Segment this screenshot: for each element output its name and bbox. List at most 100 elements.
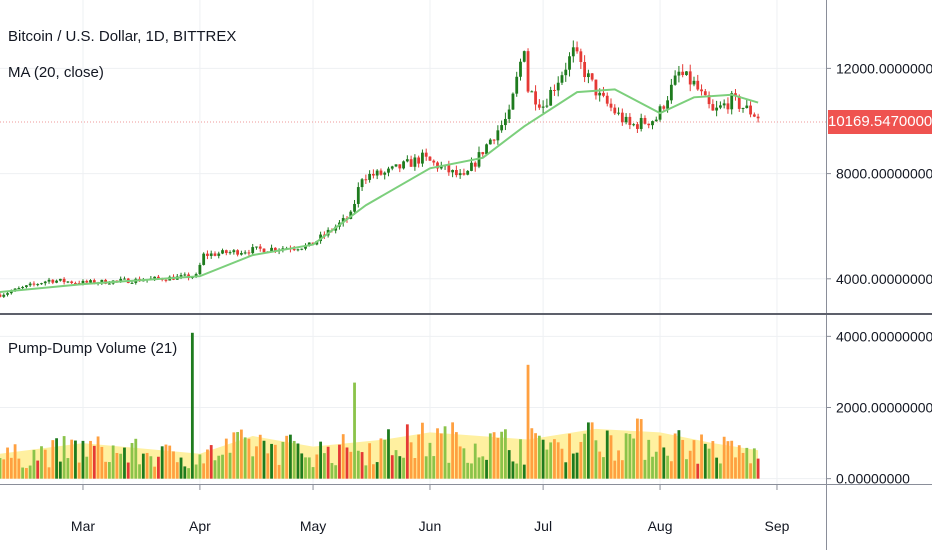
time-tick-label: Jul xyxy=(534,518,552,534)
candle-body xyxy=(153,276,157,279)
volume-bar xyxy=(466,462,470,479)
volume-bar xyxy=(590,422,594,479)
volume-bar xyxy=(632,438,636,479)
volume-bar xyxy=(25,467,28,479)
candle-body xyxy=(466,170,470,175)
volume-bars xyxy=(0,332,760,479)
volume-bar xyxy=(349,451,353,479)
candle-body xyxy=(651,121,654,126)
volume-bar xyxy=(734,457,737,479)
volume-bar xyxy=(224,438,228,479)
volume-bar xyxy=(696,463,700,479)
volume-bar xyxy=(115,452,119,479)
candle-body xyxy=(364,179,368,181)
candle-body xyxy=(553,89,556,91)
candle-body xyxy=(590,73,594,80)
ma-legend[interactable]: MA (20, close) xyxy=(8,64,104,81)
candle-body xyxy=(602,92,605,96)
candle-body xyxy=(492,139,496,141)
volume-bar xyxy=(658,435,662,479)
volume-bar xyxy=(160,446,164,479)
volume-bar xyxy=(492,432,496,479)
candle-body xyxy=(669,84,673,101)
candle-body xyxy=(700,89,703,92)
volume-bar xyxy=(628,433,632,479)
volume-bar xyxy=(651,456,654,479)
candle-body xyxy=(202,253,206,265)
volume-bar xyxy=(81,440,85,479)
candle-body xyxy=(58,278,62,281)
candle-body xyxy=(107,283,111,285)
volume-bar xyxy=(519,439,522,479)
candle-body xyxy=(405,159,409,162)
candle-body xyxy=(221,250,224,254)
volume-bar xyxy=(681,439,685,479)
volume-bar xyxy=(454,432,458,479)
volume-bar xyxy=(473,443,477,479)
candle-body xyxy=(119,278,123,281)
volume-bar xyxy=(617,450,620,479)
candle-body xyxy=(571,47,575,57)
volume-bar xyxy=(669,461,673,479)
candle-body xyxy=(752,114,756,117)
volume-bar xyxy=(383,439,387,479)
candle-body xyxy=(85,280,89,283)
candle-body xyxy=(51,279,55,283)
candle-body xyxy=(198,264,202,275)
candle-body xyxy=(270,247,273,252)
volume-bar xyxy=(183,466,187,479)
volume-bar xyxy=(745,447,749,479)
candle-body xyxy=(379,170,383,175)
volume-bar xyxy=(55,438,58,479)
volume-bar xyxy=(213,460,217,479)
volume-bar xyxy=(300,453,304,479)
volume-bar xyxy=(194,464,198,479)
candle-body xyxy=(74,282,77,284)
candles xyxy=(0,40,760,298)
volume-bar xyxy=(315,454,319,479)
volume-bar xyxy=(134,438,138,479)
volume-bar xyxy=(326,446,330,479)
volume-bar xyxy=(141,453,145,479)
volume-bar xyxy=(564,462,568,479)
pane-divider[interactable] xyxy=(0,313,932,315)
volume-bar xyxy=(417,434,421,479)
volume-bar xyxy=(330,463,334,479)
candle-body xyxy=(417,157,421,164)
volume-bar xyxy=(692,440,696,479)
volume-bar xyxy=(40,446,43,479)
grid-lines xyxy=(0,0,826,484)
volume-bar xyxy=(398,456,402,479)
candle-body xyxy=(6,293,9,295)
candle-body xyxy=(307,242,311,246)
volume-bar xyxy=(285,435,289,479)
volume-bar xyxy=(432,456,436,479)
candle-body xyxy=(243,252,247,254)
volume-bar xyxy=(153,466,157,479)
symbol-legend[interactable]: Bitcoin / U.S. Dollar, 1D, BITTREX xyxy=(8,28,237,45)
volume-bar xyxy=(390,455,394,479)
candle-body xyxy=(692,80,696,85)
candle-body xyxy=(511,93,515,110)
volume-bar xyxy=(209,445,213,479)
volume-bar xyxy=(405,424,409,479)
volume-bar xyxy=(636,418,639,479)
volume-bar xyxy=(371,464,375,479)
indicator-legend[interactable]: Pump-Dump Volume (21) xyxy=(8,340,178,357)
candle-body xyxy=(432,160,436,163)
time-tick-label: Aug xyxy=(648,518,673,534)
volume-bar xyxy=(458,446,462,479)
volume-bar xyxy=(428,442,432,479)
volume-bar xyxy=(157,456,160,479)
candle-body xyxy=(620,112,624,123)
volume-bar xyxy=(17,458,21,479)
candle-body xyxy=(360,179,364,188)
candle-body xyxy=(594,79,598,96)
candle-body xyxy=(526,51,530,92)
candle-body xyxy=(70,281,74,283)
last-price-badge: 10169.54700000 xyxy=(828,110,932,134)
volume-bar xyxy=(575,452,579,479)
candle-body xyxy=(647,123,651,126)
candle-body xyxy=(92,280,96,284)
volume-bar xyxy=(639,419,643,479)
